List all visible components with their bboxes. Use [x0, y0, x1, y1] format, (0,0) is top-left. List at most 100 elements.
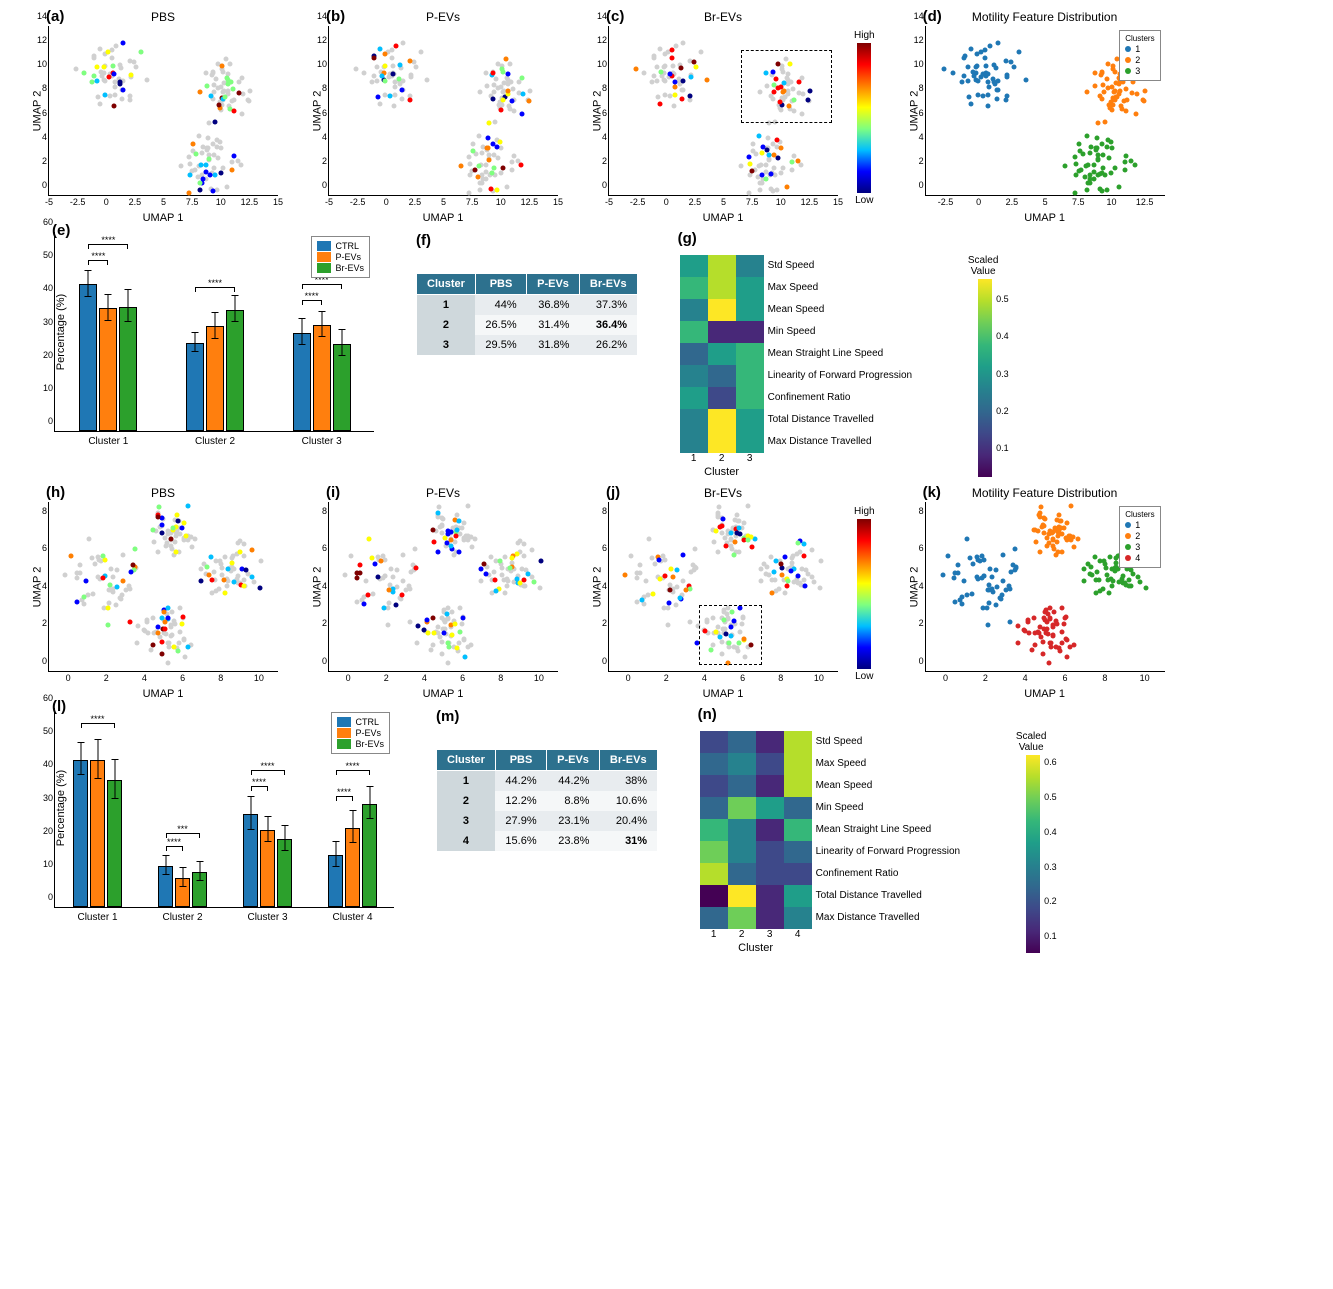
scatter-point — [99, 73, 104, 78]
scatter-point — [219, 63, 224, 68]
scatter-point — [174, 512, 179, 517]
bar — [362, 804, 377, 907]
scatter-point — [197, 134, 202, 139]
scatter-point — [89, 556, 94, 561]
scatter-point — [801, 541, 806, 546]
scatter-point — [694, 65, 699, 70]
bar — [243, 814, 258, 907]
scatter-point — [1052, 610, 1057, 615]
scatter-point — [197, 89, 202, 94]
ytick: 2 — [305, 618, 327, 628]
scatter-point — [1098, 94, 1103, 99]
scatter-point — [810, 575, 815, 580]
scatter-point — [1059, 630, 1064, 635]
scatter-point — [159, 522, 164, 527]
scatter-point — [978, 50, 983, 55]
ylabel: UMAP 2 — [908, 566, 920, 607]
xtick: -2.5 — [350, 197, 366, 207]
scatter-point — [1103, 172, 1108, 177]
scatter-point — [78, 570, 83, 575]
scatter-point — [157, 505, 162, 510]
scatter-point — [216, 102, 221, 107]
scatter-point — [477, 134, 482, 139]
scatter-point — [151, 642, 156, 647]
xtick: 12.5 — [1136, 197, 1154, 207]
scatter-point — [197, 187, 202, 192]
heatmap-cell — [680, 387, 708, 409]
panel-c: (c)Br-EVs02468101214-5-2.502.557.51012.5… — [608, 10, 838, 224]
bar — [158, 866, 173, 907]
ytick: 2 — [585, 156, 607, 166]
scatter-point — [241, 92, 246, 97]
scatter-point — [112, 92, 117, 97]
scatter-point — [108, 567, 113, 572]
panel-g: (g)Std SpeedMax SpeedMean SpeedMin Speed… — [680, 232, 1019, 478]
scatter-point — [483, 176, 488, 181]
panel-h: (h)PBS024680246810UMAP 2UMAP 1 — [48, 486, 278, 700]
scatter-point — [387, 600, 392, 605]
significance-label: **** — [345, 761, 359, 771]
scatter-point — [1122, 167, 1127, 172]
panel-b: (b)P-EVs02468101214-5-2.502.557.51012.51… — [328, 10, 558, 224]
scatter-point — [1050, 634, 1055, 639]
scatter-point — [218, 145, 223, 150]
scatter-point — [716, 549, 721, 554]
scatter-point — [1053, 526, 1058, 531]
scatter-point — [677, 595, 682, 600]
scatter-point — [160, 531, 165, 536]
scatter-point — [445, 660, 450, 665]
scatter-point — [396, 77, 401, 82]
table-cell: 29.5% — [475, 335, 526, 355]
xtick: 7.5 — [1072, 197, 1085, 207]
scatter-point — [964, 536, 969, 541]
scatter-point — [679, 88, 684, 93]
scatter-point — [674, 567, 679, 572]
scatter-point — [501, 166, 506, 171]
xlabel: UMAP 1 — [328, 688, 558, 700]
scatter-point — [198, 567, 203, 572]
scatter-point — [415, 640, 420, 645]
scatter-point — [1094, 136, 1099, 141]
table-cell: 26.2% — [579, 335, 637, 355]
table-header: P-EVs — [527, 274, 580, 295]
ytick: 8 — [305, 506, 327, 516]
scatter-point — [128, 569, 133, 574]
scatter-point — [795, 158, 800, 163]
scatter-point — [173, 622, 178, 627]
scatter-point — [735, 518, 740, 523]
scatter-point — [511, 109, 516, 114]
scatter-point — [187, 190, 192, 195]
scatter-point — [521, 92, 526, 97]
heatmap-rowlabel: Min Speed — [768, 321, 913, 343]
scatter-point — [960, 595, 965, 600]
heatmap-cell — [708, 409, 736, 431]
ytick: 2 — [902, 618, 924, 628]
scatter-point — [1096, 121, 1101, 126]
ytick: 0 — [585, 180, 607, 190]
scatter-point — [1084, 187, 1089, 192]
panel-n: (n)Std SpeedMax SpeedMean SpeedMin Speed… — [700, 708, 1067, 954]
scatter-point — [506, 104, 511, 109]
scatter-point — [790, 167, 795, 172]
scatter-point — [525, 571, 530, 576]
scatter-point — [1064, 636, 1069, 641]
scatter-point — [812, 580, 817, 585]
scatter-point — [107, 582, 112, 587]
scatter-point — [484, 71, 489, 76]
table-cell: 1 — [417, 295, 476, 316]
scatter-point — [400, 96, 405, 101]
scatter-point — [387, 588, 392, 593]
scatter-point — [952, 600, 957, 605]
scatter-point — [210, 188, 215, 193]
bar-group — [73, 760, 122, 907]
scatter-point — [765, 148, 770, 153]
scatter-point — [720, 531, 725, 536]
viridis-colorbar — [978, 279, 992, 477]
panel-label: (h) — [46, 484, 65, 501]
scatter-point — [784, 184, 789, 189]
scatter-point — [1101, 165, 1106, 170]
heatmap-cell — [708, 387, 736, 409]
scatter-point — [182, 655, 187, 660]
scatter-point — [462, 655, 467, 660]
scatter-point — [372, 561, 377, 566]
